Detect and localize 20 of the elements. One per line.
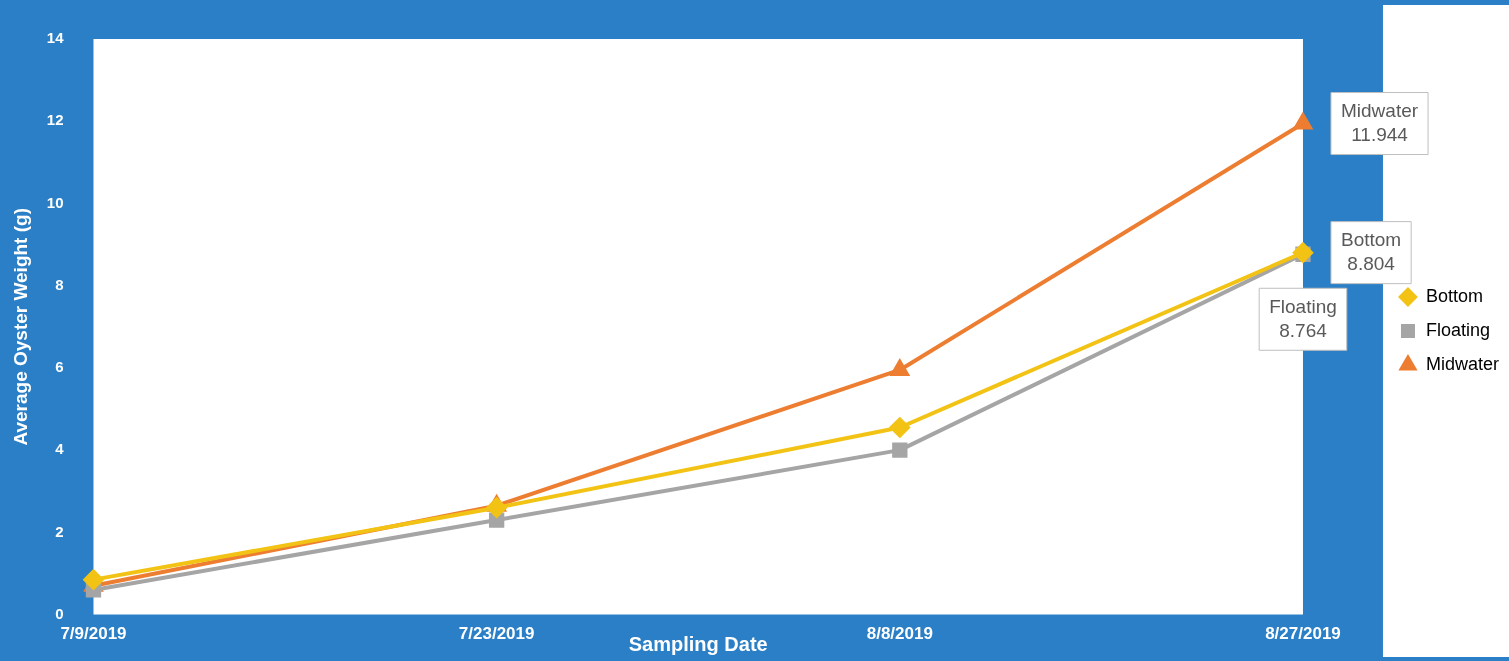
y-tick-label: 12 (46, 111, 64, 129)
x-tick-label: 8/8/2019 (866, 624, 933, 644)
annotation: Bottom 8.804 (1340, 228, 1402, 274)
x-axis-title: Sampling Date (628, 632, 768, 655)
annotation: Midwater 11.944 (1340, 99, 1419, 145)
x-tick-label: 7/23/2019 (458, 624, 535, 644)
y-tick-label: 8 (55, 275, 64, 293)
y-tick-label: 14 (46, 29, 65, 47)
y-axis-title: Average Oyster Weight (g) (9, 208, 31, 446)
y-tick-label: 2 (55, 522, 64, 540)
y-tick-label: 0 (55, 604, 64, 622)
annotation: Floating 8.764 (1269, 295, 1337, 341)
y-tick-label: 4 (55, 440, 65, 458)
y-tick-label: 6 (55, 358, 64, 376)
y-tick-label: 10 (46, 193, 64, 211)
legend-label: Bottom (1425, 285, 1484, 306)
legend-label: Floating (1425, 319, 1491, 340)
x-tick-label: 7/9/2019 (60, 624, 127, 644)
x-tick-label: 8/27/2019 (1265, 624, 1341, 644)
legend-label: Midwater (1425, 353, 1500, 374)
